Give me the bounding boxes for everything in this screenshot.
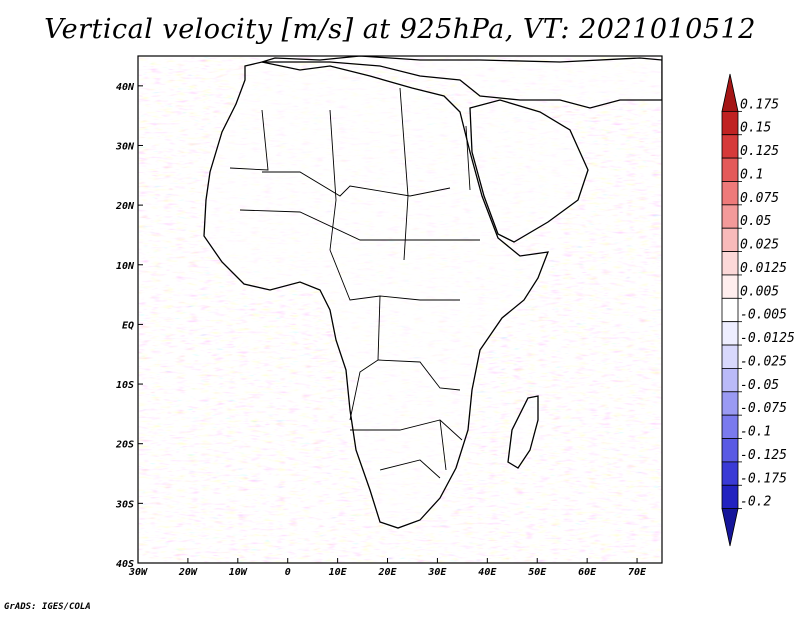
y-tick-label: 30N [115,141,135,152]
colorbar-label: 0.175 [740,97,779,112]
colorbar-label: -0.025 [740,354,787,369]
y-tick-label: 40N [116,82,135,93]
colorbar-swatch [721,508,739,547]
colorbar-label: -0.005 [740,308,787,323]
colorbar-label: -0.05 [740,378,779,393]
colorbar-label: 0.125 [740,144,779,159]
colorbar-swatch [721,73,739,112]
x-tick-label: 10E [329,567,348,578]
x-tick-label: 0 [285,567,291,578]
footer-credit: GrADS: IGES/COLA [4,602,91,612]
x-tick-label: 40E [478,567,497,578]
x-tick-label: 10W [229,567,248,578]
y-tick-label: 20N [115,201,135,212]
europe-outline [261,56,662,109]
colorbar-label: 0.005 [740,284,779,299]
x-tick-label: 30W [128,567,148,578]
x-tick-label: 20E [377,567,397,578]
colorbar-swatch [721,414,739,439]
africa-outline [203,61,550,529]
map-title: Vertical velocity [m/s] at 925hPa, VT: 2… [44,14,756,45]
colorbar-swatch [721,368,739,393]
y-tick-label: 20S [115,440,134,451]
colorbar-label: 0.05 [740,214,771,229]
colorbar-label: 0.1 [740,167,763,182]
arabia-outline [469,99,589,243]
colorbar-swatch [721,391,739,416]
y-axis: 40N 30N 20N 10N EQ 10S 20S 30S 40S [115,82,143,570]
colorbar-label: -0.2 [740,495,771,510]
coastlines [203,56,662,529]
madagascar-outline [507,395,539,469]
colorbar-swatch [721,181,739,206]
colorbar-label: 0.075 [740,191,779,206]
colorbar-swatch [721,110,739,136]
colorbar-swatch [721,484,739,510]
colorbar-swatch [721,251,739,276]
x-tick-label: 70E [628,567,647,578]
colorbar-swatch [721,274,739,299]
colorbar-swatch [721,461,739,486]
colorbar-label: 0.0125 [740,261,787,276]
colorbar-swatch [721,227,739,252]
x-tick-label: 50E [528,567,547,578]
colorbar-swatch [721,204,739,229]
colorbar-label: 0.15 [740,121,771,136]
y-tick-label: 10N [116,261,135,272]
colorbar-swatch [721,157,739,182]
colorbar-label: -0.075 [740,401,787,416]
y-tick-label: 30S [115,499,134,510]
country-borders [229,87,480,479]
colorbar-swatch [721,321,739,346]
colorbar-label: -0.1 [740,425,771,440]
colorbar-label: -0.0125 [740,331,795,346]
colorbar-label: 0.025 [740,238,779,253]
x-tick-label: 30E [427,567,447,578]
x-tick-label: 20W [178,567,198,578]
colorbar: 0.175 0.15 0.125 0.1 0.075 0.05 0.025 0.0125 0.0… [721,73,795,547]
plot-frame [137,55,663,564]
colorbar-swatch [721,134,739,159]
colorbar-label: -0.175 [740,471,787,486]
colorbar-label: -0.125 [740,448,787,463]
colorbar-swatch [721,438,739,463]
y-tick-label: 10S [116,380,134,391]
y-tick-label: EQ [122,320,134,331]
colorbar-swatch [721,344,739,369]
colorbar-swatch [721,297,739,323]
x-tick-label: 60E [578,567,597,578]
x-axis: 30W 20W 10W 0 10E 20E 30E 40E 50E 60E 70E [128,558,647,578]
y-tick-label: 40S [116,559,134,570]
